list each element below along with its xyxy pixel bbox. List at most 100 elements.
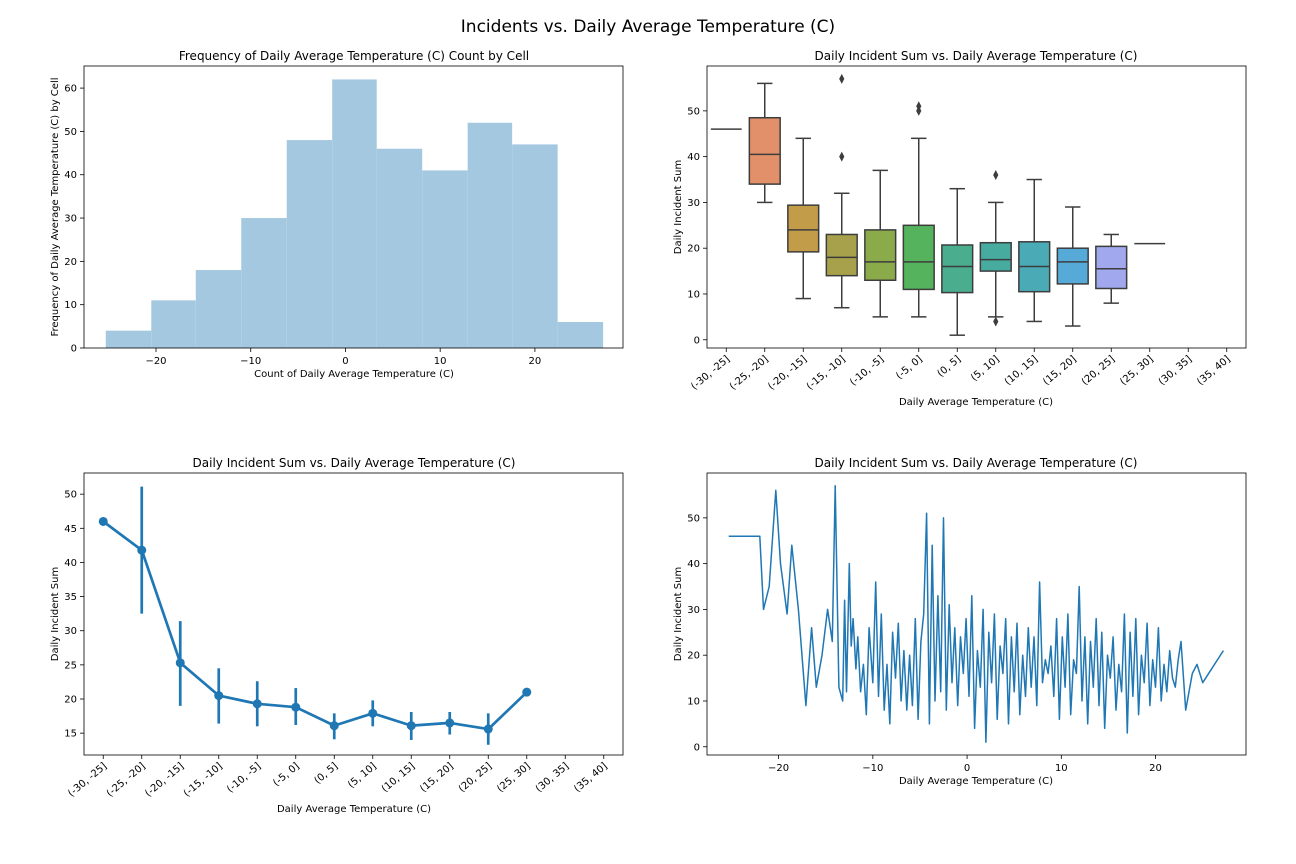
histogram-ytick-label: 10 bbox=[64, 300, 77, 311]
lineplot-ytick-label: 30 bbox=[687, 605, 700, 616]
boxplot-xtick-label: (-20, -15] bbox=[766, 354, 809, 393]
pointplot-ytick-label: 50 bbox=[64, 490, 77, 501]
pointplot-ytick-label: 15 bbox=[64, 729, 77, 740]
boxplot-xtick-label: (-30, -25] bbox=[689, 354, 732, 393]
boxplot-xtick-label: (-15, -10] bbox=[805, 354, 848, 393]
lineplot-xtick-label: 0 bbox=[964, 763, 970, 774]
lineplot-ytick-label: 0 bbox=[694, 742, 700, 753]
histogram-bar bbox=[332, 79, 377, 348]
pointplot-point bbox=[175, 658, 185, 668]
lineplot-ytick-label: 40 bbox=[687, 559, 700, 570]
boxplot-ytick-label: 0 bbox=[694, 335, 700, 346]
boxplot-panel: Daily Incident Sum vs. Daily Average Tem… bbox=[673, 49, 1247, 408]
histogram-bar bbox=[105, 330, 152, 348]
histogram-frame bbox=[83, 65, 624, 349]
pointplot-line bbox=[102, 520, 528, 731]
histogram-bar bbox=[195, 270, 242, 348]
pointplot-point bbox=[137, 545, 147, 555]
lineplot-title: Daily Incident Sum vs. Daily Average Tem… bbox=[815, 456, 1138, 470]
pointplot-xtick-label: (-5, 0] bbox=[271, 761, 302, 789]
boxplot-outlier bbox=[993, 316, 999, 327]
pointplot-point bbox=[445, 718, 455, 728]
pointplot-xtick-label: (35, 40] bbox=[572, 761, 609, 795]
histogram-xtick-label: 10 bbox=[434, 356, 447, 367]
boxplot-box bbox=[1095, 245, 1128, 290]
lineplot-xtick-label: −10 bbox=[862, 763, 883, 774]
boxplot-box bbox=[825, 233, 858, 277]
pointplot-xtick-label: (-25, -20] bbox=[105, 761, 148, 800]
lineplot-line bbox=[728, 485, 1225, 743]
histogram-title: Frequency of Daily Average Temperature (… bbox=[179, 49, 529, 63]
boxplot-xlabel: Daily Average Temperature (C) bbox=[899, 397, 1053, 408]
pointplot-ytick-label: 30 bbox=[64, 626, 77, 637]
boxplot-outlier bbox=[839, 73, 845, 84]
boxplot-ytick-label: 10 bbox=[687, 289, 700, 300]
pointplot-xlabel: Daily Average Temperature (C) bbox=[277, 804, 431, 815]
boxplot-box bbox=[902, 224, 935, 291]
boxplot-outlier bbox=[916, 101, 922, 112]
boxplot-xtick-label: (-25, -20] bbox=[728, 354, 771, 393]
pointplot-point bbox=[291, 702, 301, 712]
lineplot-ytick-label: 20 bbox=[687, 651, 700, 662]
lineplot-xtick-label: 10 bbox=[1055, 763, 1068, 774]
histogram-ytick-label: 60 bbox=[64, 84, 77, 95]
boxplot-xtick-label: (-10, -5] bbox=[848, 354, 886, 388]
pointplot-title: Daily Incident Sum vs. Daily Average Tem… bbox=[193, 456, 516, 470]
boxplot-ylabel: Daily Incident Sum bbox=[673, 160, 684, 254]
boxplot-xtick-label: (35, 40] bbox=[1195, 354, 1232, 388]
histogram-xtick-label: −20 bbox=[145, 356, 166, 367]
pointplot-point bbox=[522, 687, 532, 697]
boxplot-xtick-label: (-5, 0] bbox=[894, 354, 925, 382]
pointplot-panel: Daily Incident Sum vs. Daily Average Tem… bbox=[50, 456, 624, 815]
histogram-xtick-label: −10 bbox=[240, 356, 261, 367]
boxplot-ytick-label: 40 bbox=[687, 152, 700, 163]
histogram-ylabel: Frequency of Daily Average Temperature (… bbox=[50, 77, 61, 336]
histogram-bar bbox=[422, 170, 468, 348]
boxplot-xtick-label: (30, 35] bbox=[1157, 354, 1194, 388]
pointplot-xtick-label: (25, 30] bbox=[495, 761, 532, 795]
boxplot-xtick-label: (20, 25] bbox=[1080, 354, 1117, 388]
lineplot-xtick-label: −20 bbox=[768, 763, 789, 774]
pointplot-xtick-label: (10, 15] bbox=[380, 761, 417, 795]
pointplot-ylabel: Daily Incident Sum bbox=[50, 567, 61, 661]
boxplot-outlier bbox=[839, 151, 845, 162]
histogram-ytick-label: 0 bbox=[71, 344, 77, 355]
boxplot-box bbox=[787, 204, 820, 253]
boxplot-frame bbox=[706, 65, 1247, 349]
pointplot-ytick-label: 20 bbox=[64, 695, 77, 706]
pointplot-ytick-label: 35 bbox=[64, 592, 77, 603]
lineplot-ylabel: Daily Incident Sum bbox=[673, 567, 684, 661]
pointplot-point bbox=[98, 516, 108, 526]
pointplot-xtick-label: (-20, -15] bbox=[143, 761, 186, 800]
pointplot-point bbox=[368, 708, 378, 718]
pointplot-xtick-label: (20, 25] bbox=[457, 761, 494, 795]
lineplot-ytick-label: 50 bbox=[687, 513, 700, 524]
histogram-xtick-label: 20 bbox=[529, 356, 542, 367]
pointplot-ytick-label: 40 bbox=[64, 558, 77, 569]
lineplot-ytick-label: 10 bbox=[687, 696, 700, 707]
pointplot-point bbox=[483, 724, 493, 734]
histogram-ytick-label: 20 bbox=[64, 257, 77, 268]
boxplot-box bbox=[864, 229, 897, 281]
histogram-ytick-label: 30 bbox=[64, 214, 77, 225]
boxplot-outlier bbox=[993, 169, 999, 180]
histogram-xtick-label: 0 bbox=[342, 356, 348, 367]
histogram-ytick-label: 40 bbox=[64, 170, 77, 181]
histogram-ytick-label: 50 bbox=[64, 127, 77, 138]
pointplot-xtick-label: (-10, -5] bbox=[225, 761, 263, 795]
boxplot-ytick-label: 50 bbox=[687, 106, 700, 117]
pointplot-frame bbox=[83, 472, 624, 756]
figure-suptitle: Incidents vs. Daily Average Temperature … bbox=[461, 17, 835, 37]
pointplot-xtick-label: (0, 5] bbox=[313, 761, 341, 787]
pointplot-xtick-label: (-30, -25] bbox=[66, 761, 109, 800]
pointplot-point bbox=[406, 721, 416, 731]
boxplot-box bbox=[748, 116, 781, 185]
boxplot-box bbox=[1056, 247, 1089, 285]
histogram-panel: Frequency of Daily Average Temperature (… bbox=[50, 49, 624, 380]
pointplot-xtick-label: (30, 35] bbox=[534, 761, 571, 795]
lineplot-frame bbox=[706, 472, 1247, 756]
boxplot-ytick-label: 20 bbox=[687, 244, 700, 255]
pointplot-xtick-label: (5, 10] bbox=[346, 761, 379, 791]
boxplot-xtick-label: (15, 20] bbox=[1041, 354, 1078, 388]
